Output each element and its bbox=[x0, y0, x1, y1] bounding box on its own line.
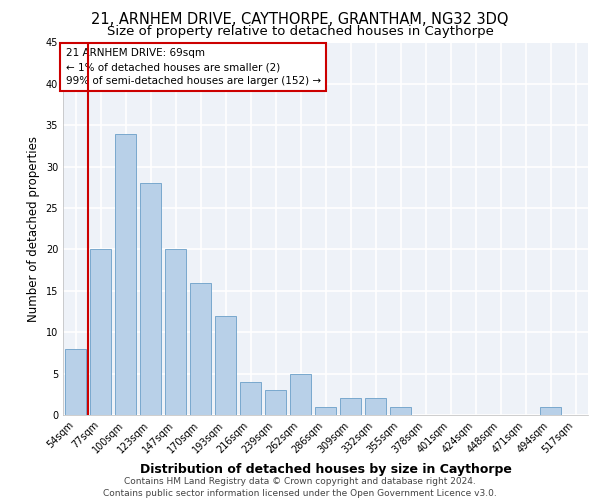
Bar bbox=[265, 390, 286, 415]
Text: Size of property relative to detached houses in Caythorpe: Size of property relative to detached ho… bbox=[107, 25, 493, 38]
Bar bbox=[290, 374, 311, 415]
X-axis label: Distribution of detached houses by size in Caythorpe: Distribution of detached houses by size … bbox=[140, 463, 511, 476]
Bar bbox=[65, 349, 86, 415]
Text: 21 ARNHEM DRIVE: 69sqm
← 1% of detached houses are smaller (2)
99% of semi-detac: 21 ARNHEM DRIVE: 69sqm ← 1% of detached … bbox=[65, 48, 321, 86]
Bar bbox=[115, 134, 136, 415]
Bar bbox=[315, 406, 336, 415]
Text: 21, ARNHEM DRIVE, CAYTHORPE, GRANTHAM, NG32 3DQ: 21, ARNHEM DRIVE, CAYTHORPE, GRANTHAM, N… bbox=[91, 12, 509, 28]
Text: Contains HM Land Registry data © Crown copyright and database right 2024.
Contai: Contains HM Land Registry data © Crown c… bbox=[103, 476, 497, 498]
Bar bbox=[215, 316, 236, 415]
Bar bbox=[240, 382, 261, 415]
Bar bbox=[140, 183, 161, 415]
Bar bbox=[165, 250, 186, 415]
Bar bbox=[390, 406, 411, 415]
Bar bbox=[190, 282, 211, 415]
Bar bbox=[340, 398, 361, 415]
Bar bbox=[540, 406, 561, 415]
Y-axis label: Number of detached properties: Number of detached properties bbox=[27, 136, 40, 322]
Bar bbox=[365, 398, 386, 415]
Bar bbox=[90, 250, 111, 415]
